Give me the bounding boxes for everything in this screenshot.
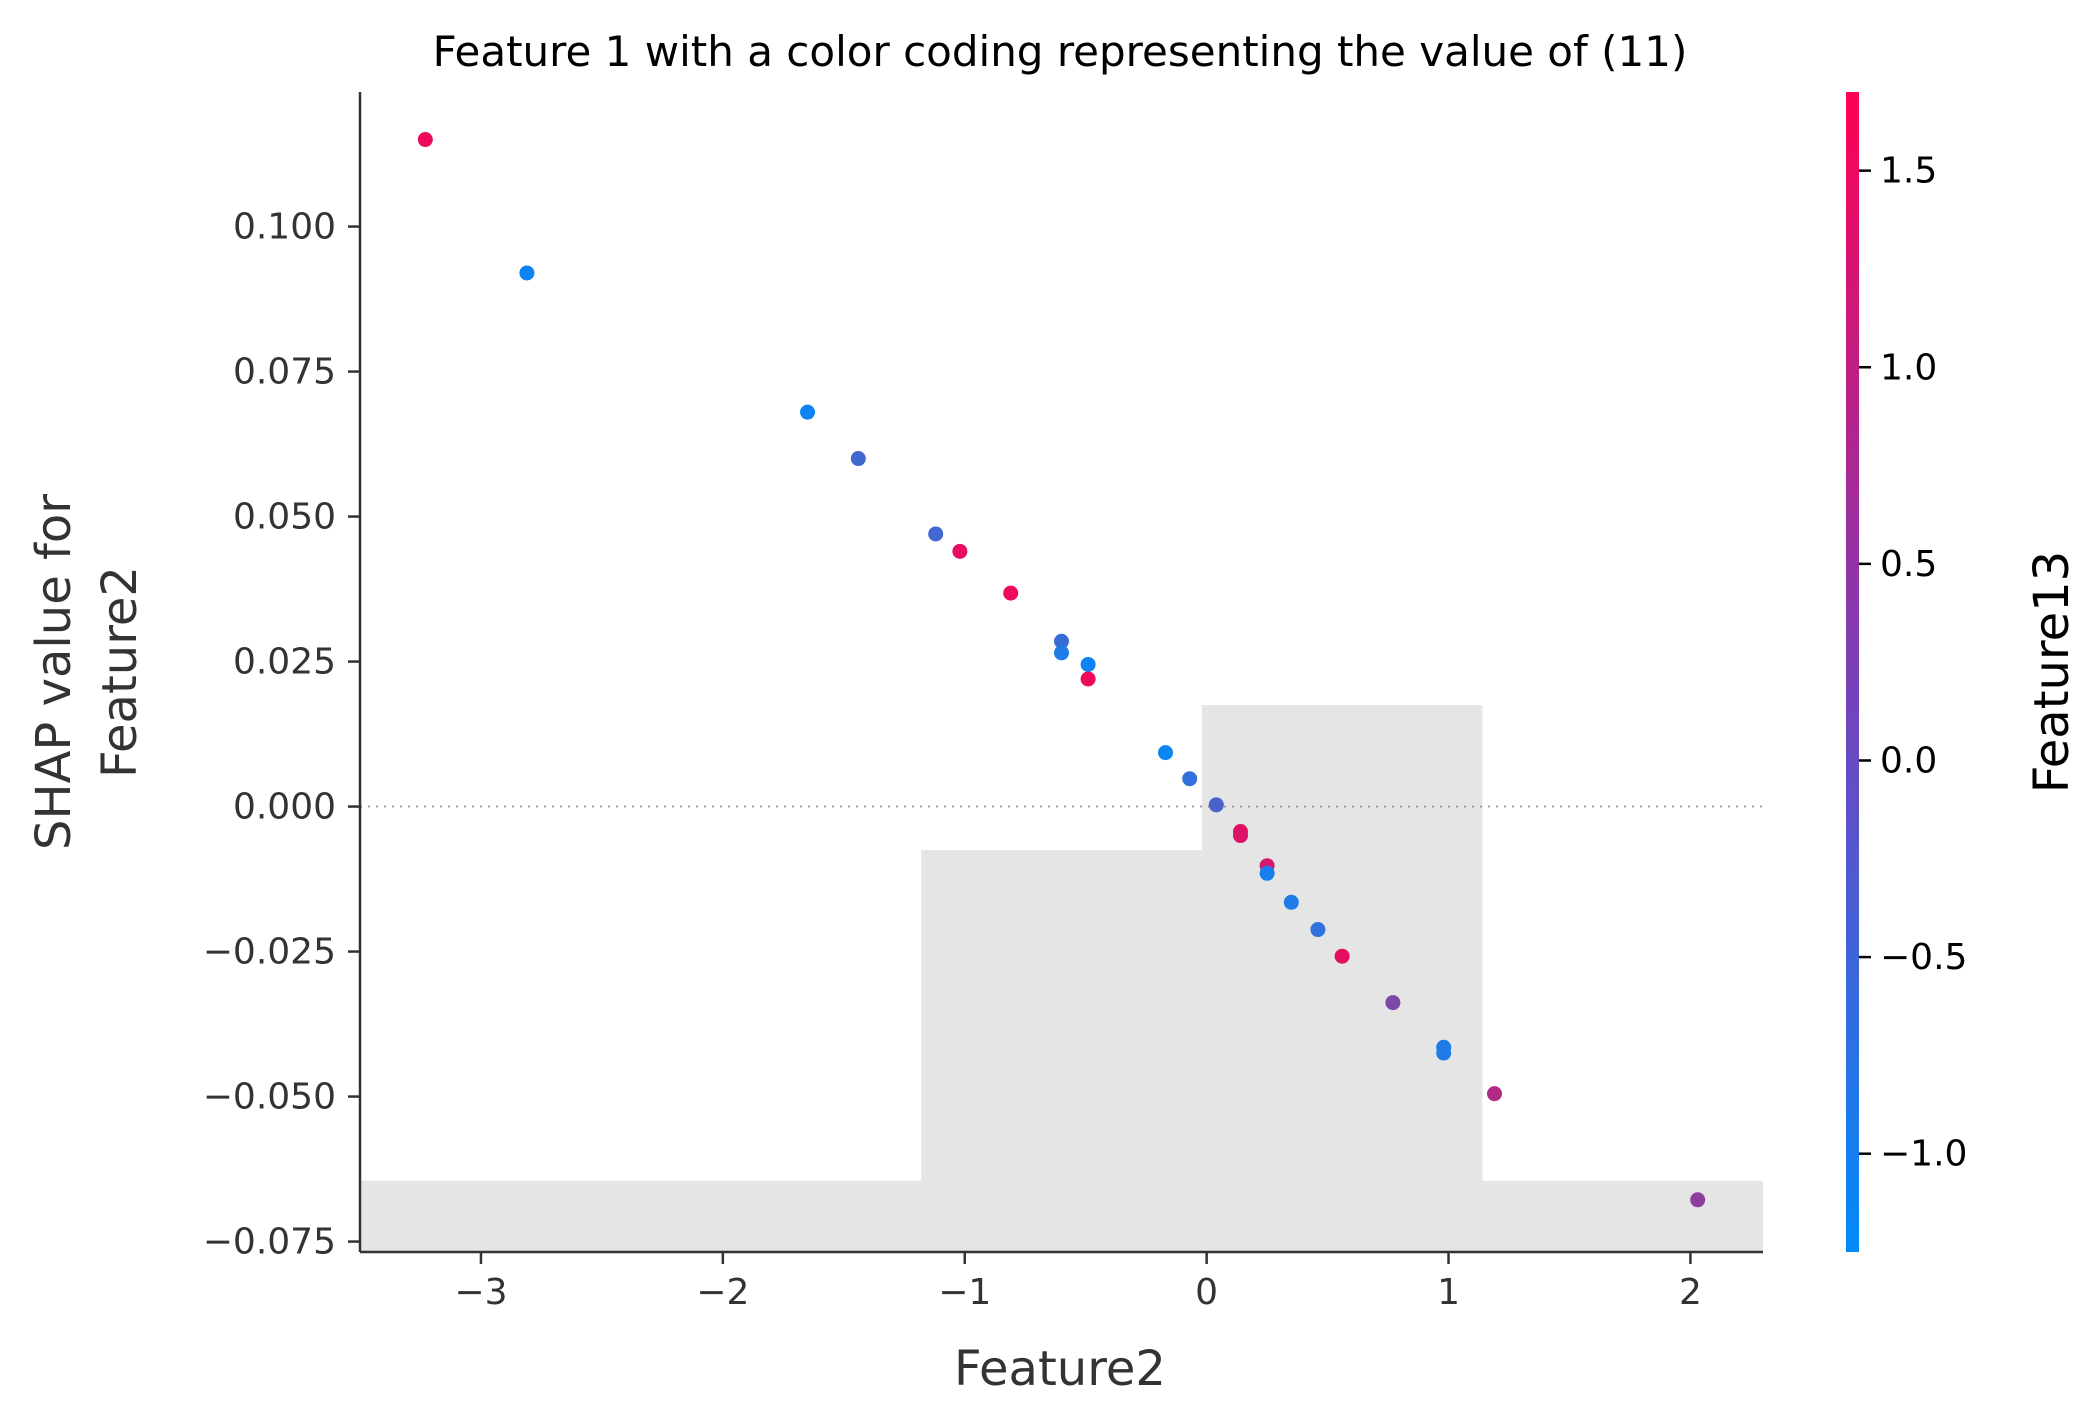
data-point bbox=[1283, 894, 1299, 910]
y-tick-label: 0.000 bbox=[233, 787, 336, 828]
chart-title: Feature 1 with a color coding representi… bbox=[433, 27, 1688, 76]
colorbar-tick-label: 0.0 bbox=[1880, 740, 1937, 781]
histogram-bar bbox=[1482, 1180, 1763, 1252]
colorbar-tick-label: 1.0 bbox=[1880, 347, 1937, 388]
colorbar-tick-label: 0.5 bbox=[1880, 544, 1937, 585]
x-tick-label: −2 bbox=[696, 1272, 749, 1313]
data-point bbox=[1259, 865, 1275, 881]
y-tick-label: −0.050 bbox=[203, 1077, 336, 1118]
plot-area bbox=[360, 132, 1763, 1252]
x-axis-ticks: −3 −2 −1 0 1 2 bbox=[454, 1252, 1702, 1313]
data-point bbox=[1436, 1045, 1452, 1061]
data-point bbox=[1233, 828, 1249, 844]
data-point bbox=[1690, 1192, 1706, 1208]
data-point bbox=[850, 451, 866, 467]
x-tick-label: 1 bbox=[1437, 1272, 1460, 1313]
data-point bbox=[1486, 1086, 1502, 1102]
x-tick-label: −1 bbox=[938, 1272, 991, 1313]
x-tick-label: 2 bbox=[1679, 1272, 1702, 1313]
y-tick-label: 0.075 bbox=[233, 352, 336, 393]
y-axis-label-line-2: Feature2 bbox=[92, 566, 148, 778]
data-point bbox=[800, 404, 816, 420]
histogram-background bbox=[360, 705, 1763, 1252]
x-tick-label: 0 bbox=[1195, 1272, 1218, 1313]
colorbar: 1.5 1.0 0.5 0.0 −0.5 −1.0 Feature13 bbox=[1846, 92, 2080, 1252]
colorbar-ticks: 1.5 1.0 0.5 0.0 −0.5 −1.0 bbox=[1859, 151, 1967, 1175]
colorbar-tick-label: 1.5 bbox=[1880, 151, 1937, 192]
y-tick-label: 0.050 bbox=[233, 497, 336, 538]
scatter-points bbox=[417, 132, 1706, 1208]
colorbar-tick-label: −1.0 bbox=[1880, 1134, 1967, 1175]
histogram-bar bbox=[360, 1180, 922, 1252]
colorbar-gradient bbox=[1846, 92, 1859, 1252]
y-tick-label: −0.075 bbox=[203, 1222, 336, 1263]
y-axis-label: SHAP value for Feature2 bbox=[26, 494, 148, 850]
y-axis-label-line-1: SHAP value for bbox=[26, 494, 82, 850]
data-point bbox=[952, 543, 968, 559]
data-point bbox=[417, 132, 433, 148]
y-axis-ticks: 0.100 0.075 0.050 0.025 0.000 −0.025 −0.050 −0.… bbox=[203, 207, 360, 1263]
y-tick-label: 0.025 bbox=[233, 642, 336, 683]
y-tick-label: 0.100 bbox=[233, 207, 336, 248]
data-point bbox=[1334, 948, 1350, 964]
data-point bbox=[1054, 645, 1069, 661]
x-tick-label: −3 bbox=[454, 1272, 507, 1313]
data-point bbox=[519, 265, 535, 281]
data-point bbox=[1385, 995, 1401, 1011]
x-axis-label: Feature2 bbox=[954, 1341, 1166, 1397]
data-point bbox=[1310, 922, 1326, 938]
data-point bbox=[1182, 771, 1198, 787]
colorbar-tick-label: −0.5 bbox=[1880, 937, 1967, 978]
data-point bbox=[1080, 656, 1096, 672]
data-point bbox=[1208, 797, 1224, 813]
histogram-bar bbox=[1201, 705, 1483, 1252]
data-point bbox=[1054, 633, 1069, 649]
data-point bbox=[928, 526, 944, 542]
data-point bbox=[1003, 585, 1019, 601]
data-point bbox=[1158, 745, 1174, 761]
colorbar-label: Feature13 bbox=[2024, 551, 2080, 793]
histogram-bar bbox=[921, 850, 1202, 1252]
y-tick-label: −0.025 bbox=[203, 932, 336, 973]
data-point bbox=[1080, 671, 1096, 687]
